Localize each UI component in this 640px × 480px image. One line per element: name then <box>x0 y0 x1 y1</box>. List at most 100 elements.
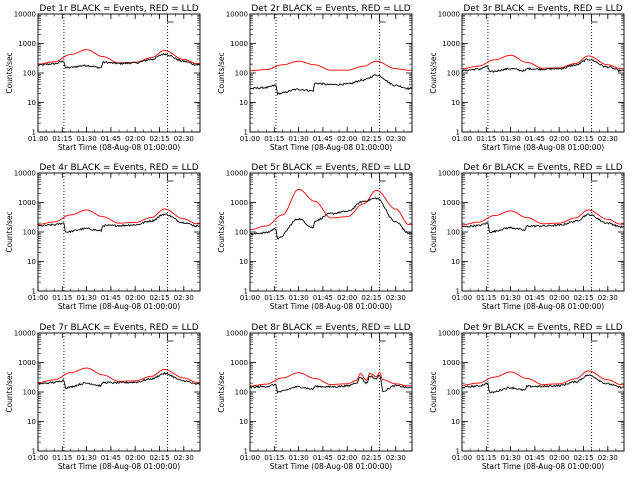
y-tick-label: 10 <box>239 258 248 266</box>
x-tick-label: 02:30 <box>174 294 194 302</box>
events-series-line <box>37 371 201 390</box>
x-tick-label: 01:45 <box>101 135 121 143</box>
x-tick-label: 01:30 <box>289 294 309 302</box>
y-tick-label: 1 <box>244 129 248 137</box>
x-tick-label: 01:30 <box>77 294 97 302</box>
panel-det-3: Det 3r BLACK = Events, RED = LLD 1 10 100 10… <box>429 4 625 152</box>
x-tick-label: 02:15 <box>361 454 381 462</box>
events-series-line <box>249 74 413 96</box>
x-axis-label: Start Time (08-Aug-08 01:00:00) <box>58 462 180 471</box>
y-tick-label: 1000 <box>230 359 248 367</box>
flag-marker <box>379 15 386 23</box>
y-tick-label: 10000 <box>226 11 248 19</box>
plot-frame <box>249 172 413 292</box>
panel-det-7: Det 7r BLACK = Events, RED = LLD 1 10 100 10… <box>5 323 201 471</box>
y-tick-label: 10 <box>27 99 36 107</box>
events-series-line <box>249 374 413 394</box>
y-axis-label: Counts/sec <box>429 52 438 93</box>
panel-title: Det 1r BLACK = Events, RED = LLD <box>39 4 198 14</box>
x-tick-label: 01:30 <box>501 454 521 462</box>
lld-series-line <box>461 370 624 386</box>
y-tick-label: 10 <box>27 418 36 426</box>
flag-marker <box>591 174 598 182</box>
x-tick-label: 02:00 <box>337 294 357 302</box>
x-tick-label: 02:00 <box>549 294 569 302</box>
lld-series-line <box>37 367 200 383</box>
y-tick-label: 1000 <box>18 199 36 207</box>
x-tick-label: 01:30 <box>289 454 309 462</box>
panel-det-2: Det 2r BLACK = Events, RED = LLD 1 10 100 10… <box>217 4 413 152</box>
events-series-line <box>461 213 625 234</box>
x-tick-label: 01:15 <box>476 454 496 462</box>
lld-series-line <box>37 208 200 225</box>
lld-series-line <box>249 188 412 231</box>
panel-title: Det 5r BLACK = Events, RED = LLD <box>251 163 410 173</box>
y-tick-label: 100 <box>235 229 248 237</box>
x-axis-label: Start Time (08-Aug-08 01:00:00) <box>270 462 392 471</box>
x-tick-label: 02:00 <box>125 454 145 462</box>
x-tick-label: 01:00 <box>240 135 260 143</box>
x-axis-label: Start Time (08-Aug-08 01:00:00) <box>58 302 180 311</box>
y-tick-label: 1 <box>456 129 460 137</box>
x-tick-label: 01:15 <box>264 294 284 302</box>
x-tick-label: 02:00 <box>337 135 357 143</box>
x-tick-label: 02:15 <box>361 135 381 143</box>
panel-det-6: Det 6r BLACK = Events, RED = LLD 1 10 100 10… <box>429 163 625 311</box>
y-tick-label: 100 <box>23 70 36 78</box>
y-tick-label: 1 <box>244 288 248 296</box>
y-tick-label: 100 <box>447 229 460 237</box>
y-axis-label: Counts/sec <box>5 371 14 412</box>
panel-det-8: Det 8r BLACK = Events, RED = LLD 1 10 100 10… <box>217 323 413 471</box>
flag-marker <box>591 15 598 23</box>
events-series-line <box>249 197 413 240</box>
lld-series-line <box>249 371 412 387</box>
events-series-line <box>37 213 201 234</box>
y-tick-label: 100 <box>235 389 248 397</box>
y-tick-label: 1000 <box>442 40 460 48</box>
x-tick-label: 02:00 <box>337 454 357 462</box>
x-tick-label: 01:45 <box>101 454 121 462</box>
x-tick-label: 01:30 <box>501 294 521 302</box>
y-tick-label: 1 <box>244 448 248 456</box>
y-axis-label: Counts/sec <box>429 211 438 252</box>
y-tick-label: 100 <box>447 389 460 397</box>
y-tick-label: 10 <box>451 418 460 426</box>
x-tick-label: 02:00 <box>549 135 569 143</box>
x-tick-label: 02:15 <box>573 135 593 143</box>
y-tick-label: 100 <box>447 70 460 78</box>
lld-series-line <box>37 49 200 65</box>
lld-series-line <box>250 60 412 72</box>
y-tick-label: 1000 <box>230 40 248 48</box>
x-tick-label: 01:45 <box>525 294 545 302</box>
x-tick-label: 02:15 <box>149 454 169 462</box>
panel-title: Det 2r BLACK = Events, RED = LLD <box>251 4 410 14</box>
x-tick-label: 01:45 <box>525 454 545 462</box>
x-axis-label: Start Time (08-Aug-08 01:00:00) <box>58 143 180 152</box>
x-axis-label: Start Time (08-Aug-08 01:00:00) <box>270 302 392 311</box>
x-tick-label: 02:15 <box>361 294 381 302</box>
x-axis-label: Start Time (08-Aug-08 01:00:00) <box>482 462 604 471</box>
panel-title: Det 9r BLACK = Events, RED = LLD <box>463 323 622 333</box>
x-tick-label: 01:30 <box>501 135 521 143</box>
x-tick-label: 01:45 <box>313 294 333 302</box>
x-tick-label: 02:30 <box>386 135 406 143</box>
x-axis-label: Start Time (08-Aug-08 01:00:00) <box>482 143 604 152</box>
flag-marker <box>167 15 174 23</box>
panel-title: Det 6r BLACK = Events, RED = LLD <box>463 163 622 173</box>
x-tick-label: 02:15 <box>573 454 593 462</box>
plot-frame <box>461 172 625 292</box>
flag-marker <box>591 334 598 342</box>
x-tick-label: 01:00 <box>240 294 260 302</box>
x-tick-label: 01:30 <box>77 135 97 143</box>
x-tick-label: 02:00 <box>125 135 145 143</box>
y-tick-label: 10 <box>239 418 248 426</box>
y-tick-label: 10000 <box>14 330 36 338</box>
x-tick-label: 02:30 <box>174 454 194 462</box>
x-tick-label: 02:00 <box>549 454 569 462</box>
y-tick-label: 10000 <box>14 11 36 19</box>
y-tick-label: 10 <box>451 258 460 266</box>
y-tick-label: 10 <box>27 258 36 266</box>
y-axis-label: Counts/sec <box>429 371 438 412</box>
panel-title: Det 8r BLACK = Events, RED = LLD <box>251 323 410 333</box>
